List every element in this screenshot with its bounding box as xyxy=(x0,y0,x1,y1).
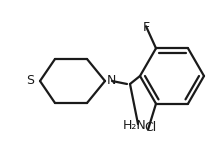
Text: S: S xyxy=(26,75,34,88)
Text: Cl: Cl xyxy=(144,121,156,134)
Text: H₂N: H₂N xyxy=(123,119,147,132)
Text: F: F xyxy=(142,21,150,34)
Text: N: N xyxy=(107,75,116,88)
